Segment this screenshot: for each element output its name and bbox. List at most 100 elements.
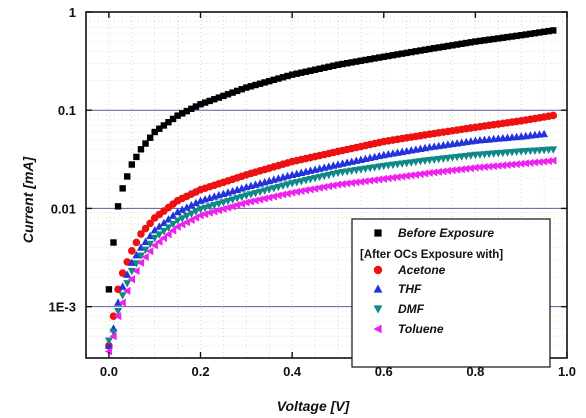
data-point <box>118 292 127 300</box>
y-tick-label: 1E-3 <box>49 300 76 315</box>
data-point <box>489 162 497 171</box>
data-point <box>219 199 228 207</box>
data-point <box>347 178 355 187</box>
data-point <box>196 211 204 220</box>
data-point <box>114 307 123 316</box>
data-point <box>237 193 246 202</box>
data-point <box>159 218 168 227</box>
data-point <box>168 226 177 235</box>
data-point <box>187 200 196 209</box>
data-point <box>229 89 236 96</box>
data-point <box>540 28 548 35</box>
data-point <box>136 252 145 260</box>
data-point <box>425 168 433 177</box>
data-point <box>160 122 168 129</box>
data-point <box>118 282 127 290</box>
series-acetone <box>105 111 558 350</box>
series-thf <box>104 129 549 349</box>
data-point <box>467 39 474 46</box>
data-point <box>385 52 392 60</box>
data-point <box>210 207 218 216</box>
data-point <box>119 185 126 192</box>
data-point <box>544 157 552 166</box>
data-point <box>237 199 245 208</box>
series-before-exposure <box>105 27 557 293</box>
data-point <box>301 186 310 195</box>
data-point <box>136 258 145 267</box>
data-point <box>155 237 163 246</box>
data-point <box>472 38 479 45</box>
data-point <box>123 270 132 278</box>
data-point <box>224 91 232 98</box>
data-point <box>466 164 474 173</box>
data-point <box>164 230 172 239</box>
data-point <box>513 32 520 40</box>
data-point <box>522 31 529 38</box>
data-point <box>242 198 250 207</box>
data-point <box>278 182 287 191</box>
data-point <box>293 70 300 77</box>
data-point <box>334 61 342 69</box>
data-point <box>133 153 140 161</box>
y-tick-label: 1 <box>69 5 76 20</box>
legend: [After OCs Exposure with] Before Exposur… <box>351 218 551 368</box>
data-point <box>333 180 342 189</box>
data-point <box>104 341 113 349</box>
data-point <box>191 198 200 207</box>
data-point <box>316 65 323 72</box>
data-point <box>206 97 213 105</box>
data-point <box>408 48 415 56</box>
data-point <box>449 42 456 49</box>
data-point <box>127 267 136 276</box>
data-point <box>315 183 323 192</box>
data-point <box>288 71 296 78</box>
plot-border <box>85 11 568 359</box>
y-tick-label: 0.01 <box>51 201 76 216</box>
data-point <box>398 50 406 57</box>
data-point <box>463 39 470 47</box>
data-point <box>298 69 305 76</box>
legend-item-dmf: DMF <box>373 302 425 316</box>
data-point <box>539 157 548 166</box>
data-point <box>201 204 210 213</box>
data-point <box>278 190 287 199</box>
data-point <box>169 220 178 229</box>
data-point <box>260 187 269 195</box>
data-point <box>214 206 223 215</box>
data-point <box>434 167 442 176</box>
data-point <box>379 174 387 183</box>
data-point <box>389 52 397 59</box>
data-point <box>512 160 520 169</box>
data-point <box>114 298 123 306</box>
data-point <box>242 192 251 200</box>
data-point <box>549 146 558 154</box>
data-point <box>105 286 113 293</box>
data-point <box>287 188 296 197</box>
data-point <box>393 173 401 182</box>
data-point <box>188 105 195 113</box>
legend-marker <box>373 265 383 275</box>
data-point <box>536 29 543 36</box>
data-point <box>128 161 136 168</box>
data-point <box>179 110 186 117</box>
data-point <box>150 234 159 243</box>
data-point <box>219 204 227 213</box>
data-point <box>288 180 297 188</box>
data-point <box>104 347 113 356</box>
data-point <box>251 196 259 205</box>
x-axis-ticks: 0.0 0.2 0.4 0.6 0.8 1.0 <box>100 12 576 379</box>
legend-item-before-exposure: Before Exposure <box>374 226 494 240</box>
data-point <box>269 185 278 193</box>
data-point <box>109 312 118 320</box>
data-point <box>503 160 511 169</box>
plot-frame <box>85 11 568 359</box>
legend-box <box>351 218 551 368</box>
y-axis-label: Current [mA] <box>20 156 36 244</box>
data-point <box>210 201 219 210</box>
data-point <box>243 84 250 91</box>
data-point <box>232 201 241 210</box>
data-point <box>123 280 132 288</box>
data-point <box>370 176 378 185</box>
data-point <box>183 107 190 115</box>
data-point <box>320 182 328 191</box>
